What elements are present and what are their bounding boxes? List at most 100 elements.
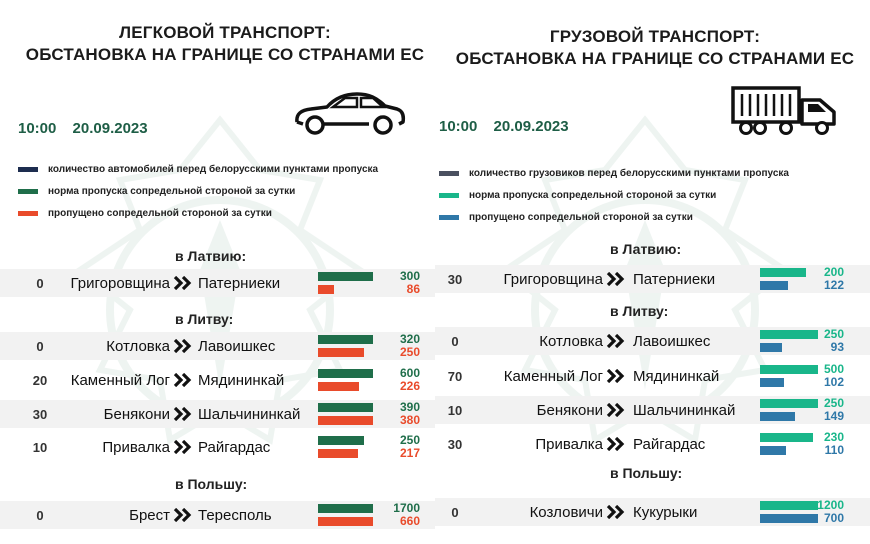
- norm-value: 250: [823, 327, 844, 341]
- eu-checkpoint: Мядининкай: [633, 367, 720, 385]
- double-chevron-right-icon: [173, 339, 192, 353]
- passed-bar: [318, 382, 360, 391]
- norm-bar: [318, 335, 373, 344]
- belarus-checkpoint: Котловка: [539, 332, 603, 350]
- legend-swatch: [439, 170, 459, 176]
- norm-bar: [318, 436, 364, 445]
- norm-bar: [760, 330, 818, 339]
- passed-value: 93: [830, 340, 844, 354]
- legend: количество грузовиков перед белорусскими…: [439, 162, 789, 228]
- passed-value: 102: [823, 375, 844, 389]
- eu-checkpoint: Мядининкай: [198, 371, 285, 389]
- legend-swatch: [439, 214, 459, 220]
- double-chevron-right-icon: [173, 440, 192, 454]
- passed-value: 660: [399, 514, 420, 528]
- checkpoint-row: 20 Каменный Лог Мядининкай 600 226: [0, 366, 435, 394]
- legend-swatch: [439, 192, 459, 198]
- queue-count: 30: [447, 436, 463, 452]
- legend-item: пропущено сопредельной стороной за сутки: [439, 206, 789, 228]
- truck-icon: [731, 86, 836, 135]
- norm-value: 300: [399, 269, 420, 283]
- legend: количество автомобилей перед белорусским…: [18, 158, 378, 224]
- legend-swatch: [18, 188, 38, 194]
- double-chevron-right-icon: [606, 369, 625, 383]
- passed-bar: [318, 285, 334, 294]
- norm-value: 250: [399, 433, 420, 447]
- norm-bar: [318, 272, 373, 281]
- queue-count: 10: [447, 402, 463, 418]
- eu-checkpoint: Райгардас: [198, 438, 271, 456]
- legend-label: пропущено сопредельной стороной за сутки: [469, 211, 693, 223]
- checkpoint-row: 0 Котловка Лавоишкес 250 93: [435, 327, 870, 355]
- norm-value: 230: [823, 430, 844, 444]
- queue-count: 10: [32, 439, 48, 455]
- belarus-checkpoint: Привалка: [535, 435, 603, 453]
- legend-item: норма пропуска сопредельной стороной за …: [18, 180, 378, 202]
- eu-checkpoint: Шальчининкай: [198, 405, 301, 423]
- queue-count: 70: [447, 368, 463, 384]
- queue-count: 30: [447, 271, 463, 287]
- norm-value: 390: [399, 400, 420, 414]
- section-title: в Литву:: [175, 311, 234, 327]
- legend-item: норма пропуска сопредельной стороной за …: [439, 184, 789, 206]
- norm-bar: [760, 501, 818, 510]
- report-time: 10:00: [18, 120, 57, 137]
- double-chevron-right-icon: [173, 508, 192, 522]
- belarus-checkpoint: Бенякони: [103, 405, 170, 423]
- norm-bar: [318, 369, 373, 378]
- report-datetime: 10:00 20.09.2023: [18, 120, 160, 137]
- checkpoint-row: 30 Григоровщина Патерниеки 200 122: [435, 265, 870, 293]
- legend-item: количество автомобилей перед белорусским…: [18, 158, 378, 180]
- checkpoint-row: 0 Котловка Лавоишкес 320 250: [0, 332, 435, 360]
- queue-count: 0: [451, 504, 459, 520]
- checkpoint-row: 0 Григоровщина Патерниеки 300 86: [0, 269, 435, 297]
- checkpoint-row: 30 Бенякони Шальчининкай 390 380: [0, 400, 435, 428]
- passed-bar: [760, 378, 784, 387]
- eu-checkpoint: Патерниеки: [633, 270, 716, 288]
- section-title: в Польшу:: [610, 465, 683, 481]
- section-title: в Литву:: [610, 303, 669, 319]
- double-chevron-right-icon: [606, 505, 625, 519]
- norm-value: 200: [823, 265, 844, 279]
- legend-label: пропущено сопредельной стороной за сутки: [48, 207, 272, 219]
- double-chevron-right-icon: [173, 276, 192, 290]
- queue-count: 0: [451, 333, 459, 349]
- passed-bar: [760, 514, 818, 523]
- eu-checkpoint: Райгардас: [633, 435, 706, 453]
- passed-value: 226: [399, 379, 420, 393]
- belarus-checkpoint: Привалка: [102, 438, 170, 456]
- passed-bar: [318, 517, 373, 526]
- norm-bar: [760, 365, 818, 374]
- queue-count: 30: [32, 406, 48, 422]
- belarus-checkpoint: Григоровщина: [503, 270, 604, 288]
- belarus-checkpoint: Каменный Лог: [70, 371, 170, 389]
- passed-bar: [318, 348, 364, 357]
- double-chevron-right-icon: [606, 334, 625, 348]
- double-chevron-right-icon: [173, 407, 192, 421]
- norm-value: 1700: [393, 501, 420, 515]
- queue-count: 0: [36, 275, 44, 291]
- passed-bar: [760, 446, 786, 455]
- eu-checkpoint: Лавоишкес: [198, 337, 276, 355]
- belarus-checkpoint: Котловка: [106, 337, 170, 355]
- double-chevron-right-icon: [606, 437, 625, 451]
- norm-value: 250: [823, 396, 844, 410]
- legend-label: норма пропуска сопредельной стороной за …: [48, 185, 296, 197]
- checkpoint-row: 0 Брест Тересполь 1700 660: [0, 501, 435, 529]
- passed-value: 250: [399, 345, 420, 359]
- queue-count: 0: [36, 507, 44, 523]
- legend-label: количество автомобилей перед белорусским…: [48, 163, 379, 175]
- page-title: ЛЕГКОВОЙ ТРАНСПОРТ: ОБСТАНОВКА НА ГРАНИЦ…: [25, 23, 425, 64]
- norm-bar: [760, 268, 807, 277]
- page-title: ГРУЗОВОЙ ТРАНСПОРТ: ОБСТАНОВКА НА ГРАНИЦ…: [455, 27, 855, 68]
- double-chevron-right-icon: [606, 272, 625, 286]
- legend-swatch: [18, 166, 38, 172]
- norm-bar: [318, 504, 373, 513]
- eu-checkpoint: Шальчининкай: [633, 401, 736, 419]
- passed-value: 217: [399, 446, 420, 460]
- passenger-transport-panel: ЛЕГКОВОЙ ТРАНСПОРТ: ОБСТАНОВКА НА ГРАНИЦ…: [0, 23, 435, 529]
- passed-value: 122: [823, 278, 844, 292]
- double-chevron-right-icon: [173, 373, 192, 387]
- passed-value: 149: [823, 409, 844, 423]
- section-title: в Латвию:: [175, 248, 247, 264]
